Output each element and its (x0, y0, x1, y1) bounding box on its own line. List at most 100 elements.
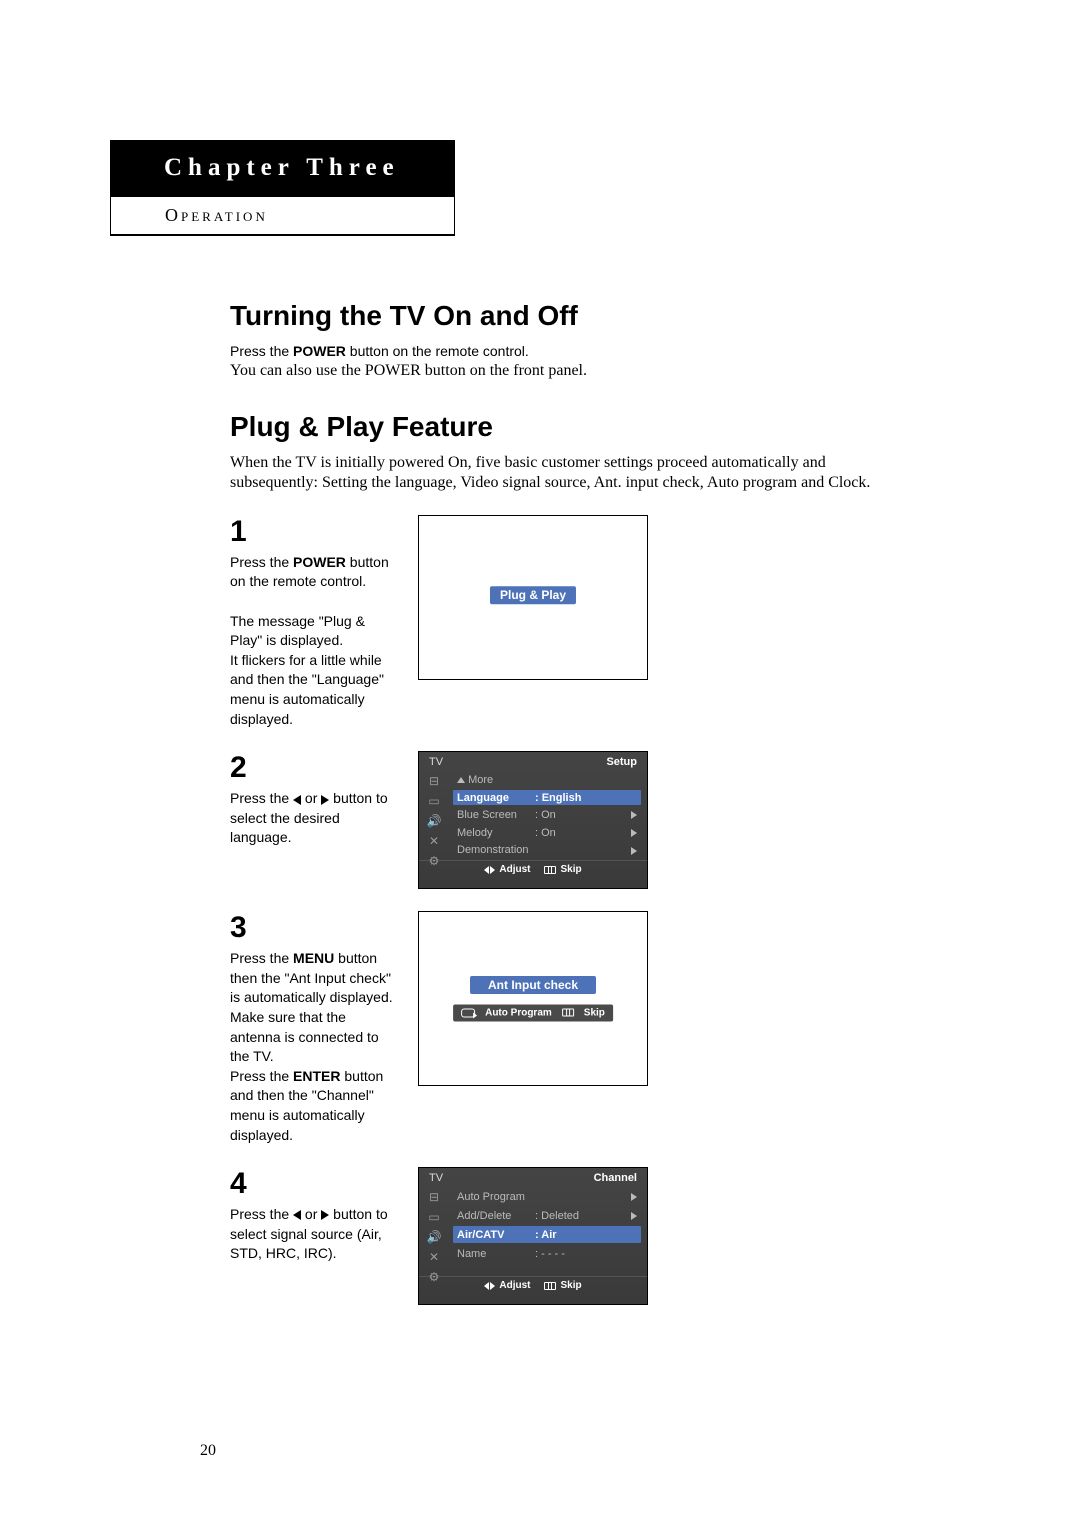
text-fragment: The message "Plug & Play" is displayed. (230, 613, 365, 649)
right-arrow-icon (631, 829, 637, 837)
text-fragment: Press the (230, 554, 293, 570)
footer-adjust: Adjust (484, 1280, 530, 1291)
setup-icon: ⚙ (429, 854, 440, 868)
osd-value: : - - - - (535, 1248, 637, 1260)
step-1-text: 1 Press the POWER button on the remote c… (230, 515, 400, 729)
plug-play-label: Plug & Play (490, 587, 576, 605)
skip-label: Skip (560, 1280, 581, 1291)
osd-row-melody: Melody: On (453, 825, 641, 841)
manual-page: Chapter Three Operation Turning the TV O… (0, 0, 1080, 1528)
ant-input-label: Ant Input check (470, 976, 596, 994)
osd-label: Demonstration (457, 844, 625, 856)
step-4-text: 4 Press the or button to select signal s… (230, 1167, 400, 1305)
tv-screen-ant-input: Ant Input check Auto Program Skip (418, 911, 648, 1086)
step-number: 1 (230, 515, 400, 549)
osd-row-aircatv: Air/CATV: Air (453, 1226, 641, 1243)
channel-icon: ✕ (429, 834, 439, 848)
auto-program-label: Auto Program (485, 1007, 552, 1018)
osd-setup-menu: TV Setup ⊟ ▭ 🔊 ✕ ⚙ More Language: Englis… (418, 751, 648, 889)
input-icon: ⊟ (429, 774, 439, 788)
left-arrow-icon (293, 795, 301, 805)
sound-icon: 🔊 (427, 814, 442, 828)
step-number: 2 (230, 751, 400, 785)
picture-icon: ▭ (428, 794, 439, 808)
menu-icon (544, 1282, 556, 1290)
chapter-header: Chapter Three Operation (110, 140, 455, 236)
right-arrow-icon (631, 811, 637, 819)
osd-row-language: Language: English (453, 790, 641, 806)
step-body: Press the or button to select the desire… (230, 789, 400, 848)
osd-more-row: More (453, 772, 641, 788)
chapter-subtitle: Operation (110, 196, 455, 236)
osd-body: ⊟ ▭ 🔊 ✕ ⚙ More Language: English Blue Sc… (419, 770, 647, 860)
text-fragment: button on the remote control. (346, 343, 529, 359)
osd-label: Add/Delete (457, 1210, 535, 1222)
osd-footer: Adjust Skip (419, 860, 647, 878)
osd-label: Blue Screen (457, 809, 535, 821)
input-icon: ⊟ (429, 1190, 439, 1204)
osd-row-adddelete: Add/Delete: Deleted (453, 1207, 641, 1224)
osd-label: Melody (457, 827, 535, 839)
right-arrow-icon (631, 1212, 637, 1220)
right-arrow-icon (631, 847, 637, 855)
step-body: Press the MENU button then the "Ant Inpu… (230, 949, 400, 1145)
menu-icon (562, 1009, 574, 1017)
heading-plug-play: Plug & Play Feature (230, 411, 900, 443)
plug-play-para: When the TV is initially powered On, fiv… (230, 453, 900, 493)
osd-more-label: More (468, 774, 493, 786)
osd-row-bluescreen: Blue Screen: On (453, 807, 641, 823)
adjust-label: Adjust (499, 864, 530, 875)
step-number: 4 (230, 1167, 400, 1201)
osd-row-name: Name: - - - - (453, 1245, 641, 1262)
osd-value: : Deleted (535, 1210, 625, 1222)
turning-tv-line2: You can also use the POWER button on the… (230, 361, 900, 381)
text-fragment: Press the (230, 1068, 293, 1084)
osd-label: Language (457, 792, 535, 804)
text-fragment: Press the (230, 343, 293, 359)
channel-icon: ✕ (429, 1250, 439, 1264)
text-fragment: It flickers for a little while and then … (230, 652, 384, 727)
step-body: Press the or button to select signal sou… (230, 1205, 400, 1264)
osd-label: Air/CATV (457, 1229, 535, 1241)
content-area: Turning the TV On and Off Press the POWE… (230, 300, 900, 1305)
right-arrow-icon (321, 795, 329, 805)
adjust-label: Adjust (499, 1280, 530, 1291)
osd-channel-menu: TV Channel ⊟ ▭ 🔊 ✕ ⚙ Auto Program Add/De… (418, 1167, 648, 1305)
osd-label: Auto Program (457, 1191, 625, 1203)
osd-body: ⊟ ▭ 🔊 ✕ ⚙ Auto Program Add/Delete: Delet… (419, 1186, 647, 1276)
osd-title: Channel (594, 1172, 637, 1184)
step-number: 3 (230, 911, 400, 945)
osd-footer: Adjust Skip (419, 1276, 647, 1294)
skip-label: Skip (560, 864, 581, 875)
skip-label: Skip (584, 1007, 605, 1018)
enter-icon (461, 1008, 475, 1017)
osd-items: More Language: English Blue Screen: On M… (449, 770, 647, 860)
osd-value: : Air (535, 1229, 637, 1241)
page-number: 20 (200, 1442, 216, 1460)
chapter-title: Chapter Three (110, 140, 455, 196)
step-1: 1 Press the POWER button on the remote c… (230, 515, 900, 729)
osd-corner: TV (429, 756, 443, 768)
text-fragment: Press the (230, 950, 293, 966)
power-word: POWER (293, 554, 346, 570)
step-body: Press the POWER button on the remote con… (230, 553, 400, 729)
heading-turning-tv: Turning the TV On and Off (230, 300, 900, 332)
osd-header: TV Setup (419, 752, 647, 770)
osd-label: Name (457, 1248, 535, 1260)
footer-skip: Skip (544, 864, 581, 875)
enter-word: ENTER (293, 1068, 340, 1084)
step-2-text: 2 Press the or button to select the desi… (230, 751, 400, 889)
step-3: 3 Press the MENU button then the "Ant In… (230, 911, 900, 1145)
osd-title: Setup (606, 756, 637, 768)
osd-icon-column: ⊟ ▭ 🔊 ✕ ⚙ (419, 770, 449, 860)
up-arrow-icon (457, 777, 465, 783)
power-word: POWER (293, 343, 346, 359)
step-3-text: 3 Press the MENU button then the "Ant In… (230, 911, 400, 1145)
step-4: 4 Press the or button to select signal s… (230, 1167, 900, 1305)
osd-value: : On (535, 827, 625, 839)
footer-skip: Skip (544, 1280, 581, 1291)
osd-value: : On (535, 809, 625, 821)
osd-row-demo: Demonstration (453, 843, 641, 859)
osd-row-autoprogram: Auto Program (453, 1188, 641, 1205)
right-arrow-icon (321, 1210, 329, 1220)
